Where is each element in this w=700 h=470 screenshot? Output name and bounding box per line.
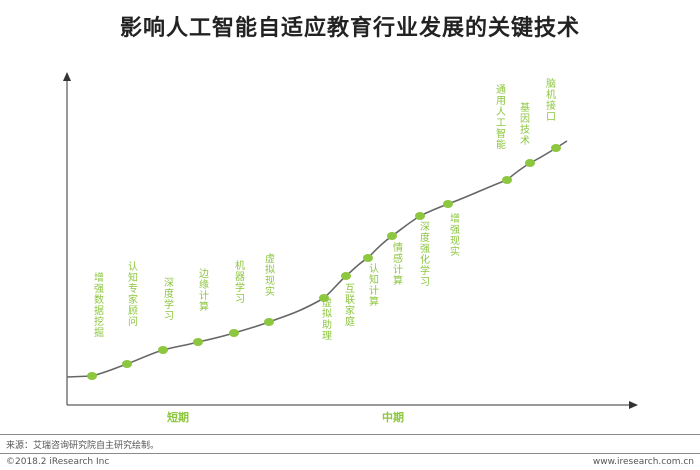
phase-short-label: 短期 [167, 410, 189, 424]
node-3 [193, 338, 203, 346]
node-4 [229, 329, 239, 337]
node-5 [264, 318, 274, 326]
node-8 [363, 254, 373, 262]
node-0 [87, 372, 97, 380]
node-2 [158, 346, 168, 354]
tech-label-7: 互联家庭 [345, 283, 355, 328]
tech-label-12: 通用人工智能 [496, 84, 506, 151]
phase-mid-label: 中期 [382, 410, 404, 424]
tech-label-8: 认知计算 [369, 262, 379, 308]
y-axis-arrow-icon [63, 72, 71, 81]
tech-label-0: 增强数据挖掘 [94, 271, 104, 339]
tech-label-5: 虚拟现实 [265, 253, 275, 298]
tech-label-4: 机器学习 [235, 259, 245, 305]
footer-divider-bottom [0, 453, 700, 454]
tech-label-9: 情感计算 [393, 241, 403, 287]
tech-label-2: 深度学习 [164, 277, 174, 322]
footer-divider-top [0, 434, 700, 435]
tech-label-6: 虚拟助理 [322, 297, 332, 342]
copyright: ©2018.2 iResearch Inc [6, 457, 110, 467]
tech-label-14: 脑机接口 [546, 77, 556, 123]
tech-label-3: 边缘计算 [199, 268, 209, 313]
tech-label-10: 深度强化学习 [420, 221, 430, 288]
tech-label-13: 基因技术 [520, 101, 530, 147]
x-axis-arrow-icon [629, 401, 638, 409]
tech-label-11: 增强现实 [450, 212, 460, 258]
node-6 [319, 294, 329, 302]
node-13 [525, 159, 535, 167]
page-title: 影响人工智能自适应教育行业发展的关键技术 [119, 16, 580, 41]
technology-nodes [87, 144, 561, 380]
node-7 [341, 272, 351, 280]
node-11 [443, 200, 453, 208]
tech-label-1: 认知专家顾问 [128, 260, 138, 328]
source-note: 来源：艾瑞咨询研究院自主研究绘制。 [6, 441, 160, 451]
node-14 [551, 144, 561, 152]
node-12 [502, 176, 512, 184]
node-10 [415, 212, 425, 220]
node-1 [122, 360, 132, 368]
growth-curve [66, 140, 568, 378]
node-9 [387, 232, 397, 240]
website: www.iresearch.com.cn [592, 457, 694, 467]
